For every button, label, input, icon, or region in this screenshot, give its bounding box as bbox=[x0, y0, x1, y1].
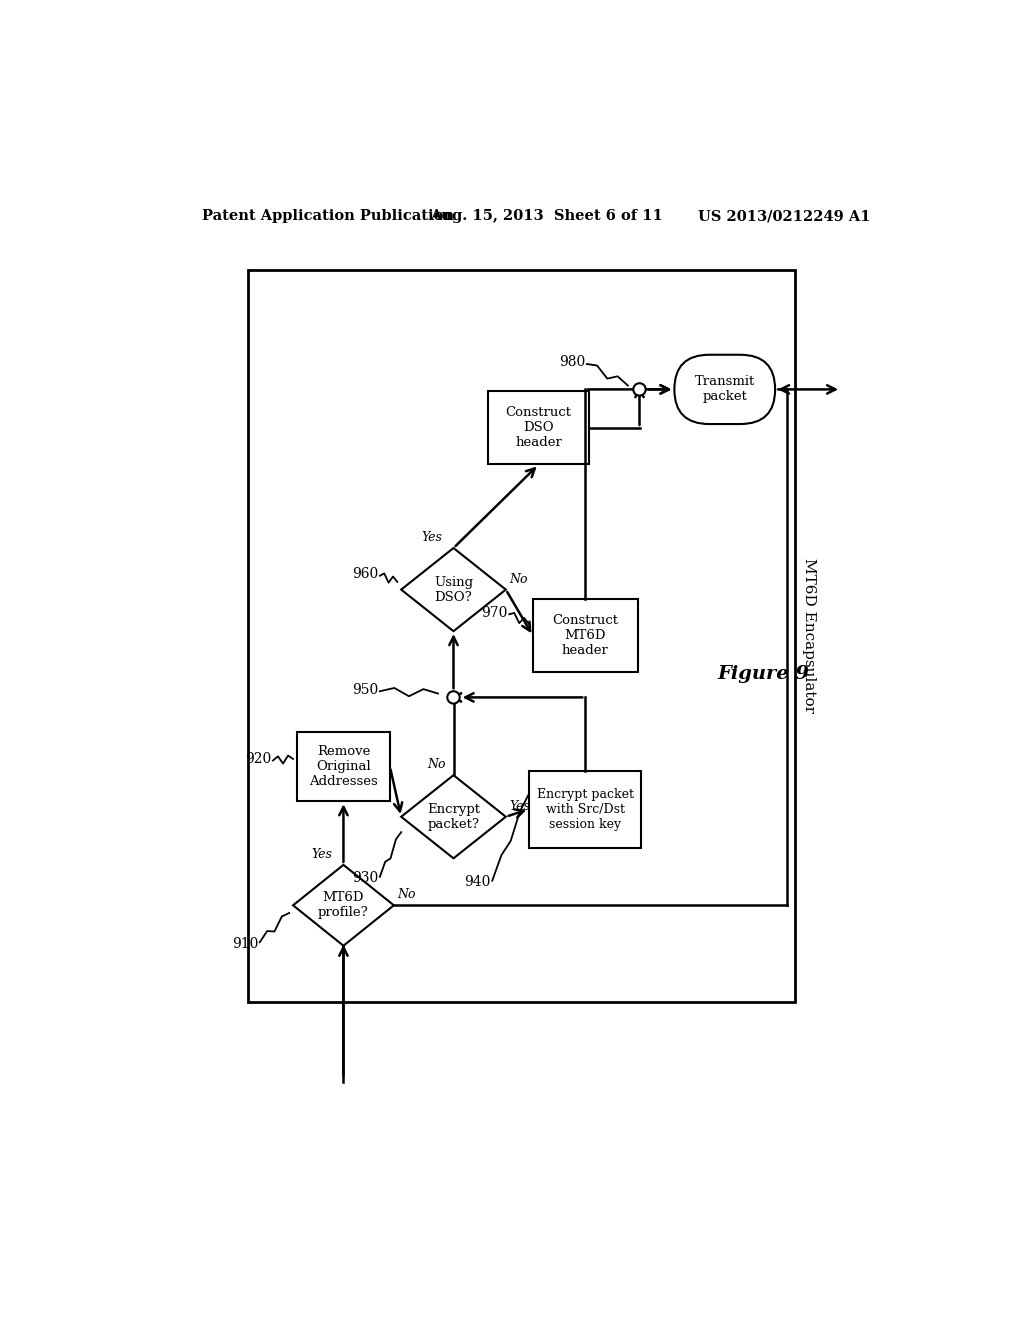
Text: Aug. 15, 2013  Sheet 6 of 11: Aug. 15, 2013 Sheet 6 of 11 bbox=[430, 209, 663, 223]
Text: No: No bbox=[397, 888, 416, 902]
Text: 910: 910 bbox=[231, 937, 258, 950]
Text: Yes: Yes bbox=[311, 847, 332, 861]
Text: Construct
MT6D
header: Construct MT6D header bbox=[552, 614, 618, 657]
Text: Using
DSO?: Using DSO? bbox=[434, 576, 473, 603]
Bar bbox=[488, 391, 589, 465]
Text: Encrypt packet
with Src/Dst
session key: Encrypt packet with Src/Dst session key bbox=[537, 788, 634, 830]
Text: Figure 9: Figure 9 bbox=[718, 665, 810, 684]
Text: 930: 930 bbox=[352, 871, 378, 886]
Bar bbox=[532, 599, 638, 672]
Text: 940: 940 bbox=[464, 875, 490, 890]
Circle shape bbox=[447, 692, 460, 704]
Text: No: No bbox=[427, 758, 445, 771]
Circle shape bbox=[633, 383, 646, 396]
Text: Construct
DSO
header: Construct DSO header bbox=[506, 407, 571, 449]
Text: Yes: Yes bbox=[510, 800, 530, 813]
Text: Transmit
packet: Transmit packet bbox=[694, 375, 755, 404]
Bar bbox=[529, 771, 641, 847]
Bar bbox=[248, 271, 795, 1002]
Polygon shape bbox=[401, 548, 506, 631]
Bar bbox=[297, 733, 390, 801]
Text: Remove
Original
Addresses: Remove Original Addresses bbox=[309, 746, 378, 788]
Polygon shape bbox=[293, 865, 394, 945]
Text: Yes: Yes bbox=[421, 531, 442, 544]
FancyBboxPatch shape bbox=[675, 355, 775, 424]
Text: Encrypt
packet?: Encrypt packet? bbox=[427, 803, 480, 830]
Polygon shape bbox=[401, 775, 506, 858]
Text: Patent Application Publication: Patent Application Publication bbox=[202, 209, 454, 223]
Text: US 2013/0212249 A1: US 2013/0212249 A1 bbox=[697, 209, 870, 223]
Text: 920: 920 bbox=[245, 752, 271, 766]
Text: 970: 970 bbox=[481, 606, 508, 619]
Text: 950: 950 bbox=[352, 682, 378, 697]
Text: MT6D Encapsulator: MT6D Encapsulator bbox=[802, 558, 816, 713]
Text: 960: 960 bbox=[352, 568, 378, 581]
Text: MT6D
profile?: MT6D profile? bbox=[318, 891, 369, 919]
Text: No: No bbox=[510, 573, 528, 586]
Text: 980: 980 bbox=[559, 355, 586, 370]
